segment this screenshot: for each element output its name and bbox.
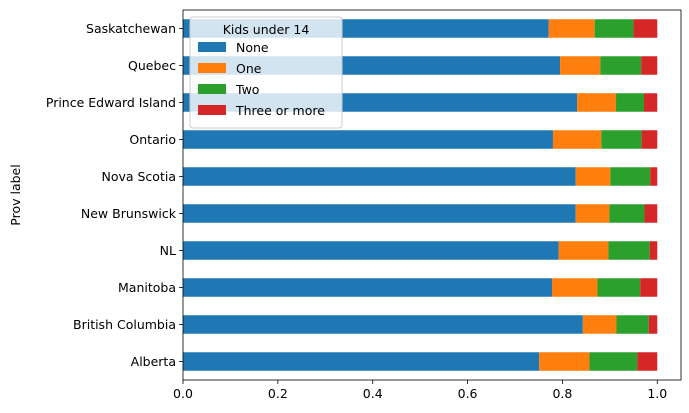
y-tick-label: Nova Scotia bbox=[101, 169, 176, 184]
bar-one-saskatchewan bbox=[548, 19, 595, 38]
bar-one-manitoba bbox=[551, 278, 598, 297]
legend-title: Kids under 14 bbox=[223, 22, 310, 37]
bar-one-ontario bbox=[552, 130, 602, 149]
bar-two-quebec bbox=[600, 56, 642, 75]
bar-three-or-more-nova-scotia bbox=[650, 167, 658, 186]
legend-label: None bbox=[236, 40, 269, 55]
bar-two-new-brunswick bbox=[609, 204, 645, 223]
x-tick-label: 0.6 bbox=[458, 386, 478, 401]
bar-one-prince-edward-island bbox=[577, 93, 617, 112]
plot-frame bbox=[182, 9, 682, 381]
bar-two-prince-edward-island bbox=[616, 93, 645, 112]
x-tick-label: 0.0 bbox=[173, 386, 193, 401]
bar-one-quebec bbox=[560, 56, 601, 75]
y-tick-label: NL bbox=[160, 243, 176, 258]
legend: Kids under 14 None One Two Three or more bbox=[189, 16, 343, 129]
bar-three-or-more-saskatchewan bbox=[633, 19, 658, 38]
legend-label: Two bbox=[235, 82, 259, 97]
bar-one-nl bbox=[558, 241, 609, 260]
bar-none-new-brunswick bbox=[183, 204, 576, 223]
bar-three-or-more-nl bbox=[649, 241, 658, 260]
bar-two-nl bbox=[608, 241, 650, 260]
bar-two-ontario bbox=[601, 130, 642, 149]
axes-layer: Alberta British Columbia Manitoba NL New Bru… bbox=[8, 9, 682, 401]
bar-three-or-more-alberta bbox=[637, 352, 658, 371]
legend-label: One bbox=[236, 61, 262, 76]
y-tick-label: Quebec bbox=[128, 58, 176, 73]
legend-label: Three or more bbox=[235, 103, 325, 118]
legend-swatch bbox=[198, 84, 226, 94]
bar-three-or-more-new-brunswick bbox=[644, 204, 658, 223]
bar-none-ontario bbox=[183, 130, 553, 149]
bar-one-british-columbia bbox=[582, 315, 617, 334]
x-tick-label: 1.0 bbox=[647, 386, 667, 401]
bar-two-nova-scotia bbox=[610, 167, 651, 186]
bar-none-british-columbia bbox=[183, 315, 583, 334]
x-tick-label: 0.2 bbox=[268, 386, 288, 401]
legend-box bbox=[189, 16, 343, 129]
bar-two-manitoba bbox=[597, 278, 641, 297]
legend-swatch bbox=[198, 105, 226, 115]
bar-two-alberta bbox=[589, 352, 638, 371]
y-axis-label: Prov label bbox=[8, 164, 23, 225]
bar-none-nl bbox=[183, 241, 559, 260]
bar-one-nova-scotia bbox=[575, 167, 611, 186]
bar-none-manitoba bbox=[183, 278, 552, 297]
y-tick-label: British Columbia bbox=[73, 317, 176, 332]
bar-three-or-more-prince-edward-island bbox=[644, 93, 658, 112]
bar-three-or-more-manitoba bbox=[640, 278, 658, 297]
bar-two-british-columbia bbox=[616, 315, 649, 334]
bar-none-alberta bbox=[183, 352, 540, 371]
legend-swatch bbox=[198, 42, 226, 52]
x-tick-label: 0.4 bbox=[363, 386, 383, 401]
y-tick-label: New Brunswick bbox=[81, 206, 177, 221]
bar-one-new-brunswick bbox=[575, 204, 610, 223]
y-tick-label: Manitoba bbox=[118, 280, 176, 295]
bar-three-or-more-quebec bbox=[641, 56, 658, 75]
bar-three-or-more-ontario bbox=[641, 130, 658, 149]
y-tick-label: Prince Edward Island bbox=[46, 95, 176, 110]
bar-none-nova-scotia bbox=[183, 167, 576, 186]
y-tick-label: Saskatchewan bbox=[86, 21, 176, 36]
bar-one-alberta bbox=[539, 352, 590, 371]
bar-three-or-more-british-columbia bbox=[648, 315, 658, 334]
x-tick-label: 0.8 bbox=[552, 386, 572, 401]
y-tick-label: Alberta bbox=[131, 354, 176, 369]
bar-two-saskatchewan bbox=[594, 19, 634, 38]
legend-swatch bbox=[198, 63, 226, 73]
y-tick-label: Ontario bbox=[129, 132, 176, 147]
